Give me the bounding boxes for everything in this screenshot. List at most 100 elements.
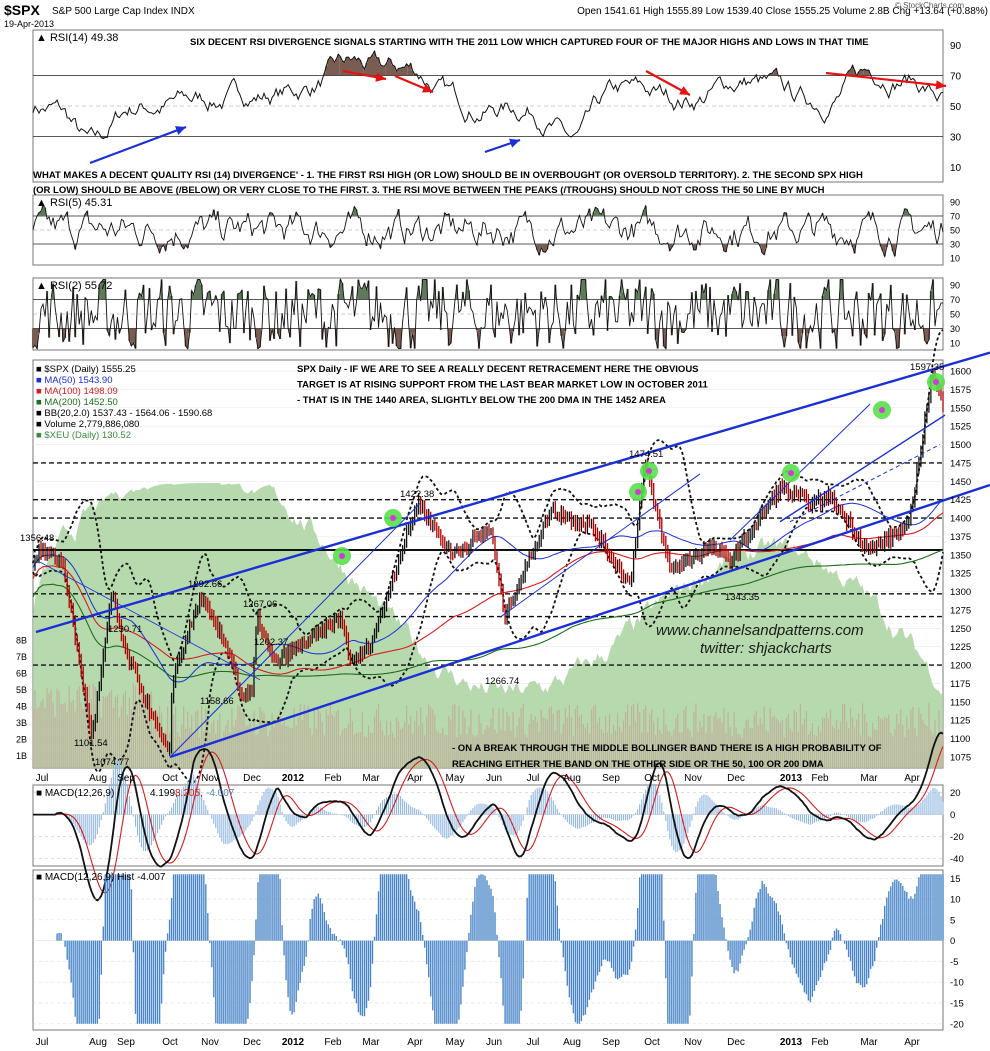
hist-tick: 10 (950, 895, 961, 906)
price-tick: 1125 (950, 716, 970, 727)
price-tick: 1350 (950, 550, 971, 561)
price-tick: 1175 (950, 679, 970, 690)
volume-tick: 2B (16, 735, 27, 745)
trend-channel-line (39, 561, 261, 681)
ma100-line (32, 512, 944, 675)
month-label-bottom: Aug (89, 1037, 107, 1048)
pivot-label: 1101.54 (74, 738, 108, 749)
macd-signal-line (33, 746, 944, 894)
month-label: Aug (563, 773, 581, 784)
macd-hist-value: -4.007 (206, 788, 235, 799)
rsi2-tick: 30 (950, 324, 960, 334)
pivot-label: 1343.35 (725, 592, 759, 603)
ma200-line (32, 549, 944, 679)
candles-up (34, 369, 934, 756)
legend-entry: ■ MA(50) 1543.90 (36, 375, 113, 386)
rsi14-label: ▲ RSI(14) 49.38 (36, 32, 118, 44)
price-tick: 1575 (950, 385, 971, 396)
pivot-label: 1074.77 (95, 757, 129, 768)
legend-entry: ■ BB(20,2.0) 1537.43 - 1564.06 - 1590.68 (36, 408, 212, 419)
pivot-label: 1202.37 (254, 637, 288, 648)
month-label: Dec (727, 773, 745, 784)
price-tick: 1075 (950, 752, 971, 763)
month-label-bottom: Jul (36, 1037, 49, 1048)
month-label: Nov (201, 773, 219, 784)
watermark-site: www.channelsandpatterns.com (656, 622, 864, 639)
price-tick: 1200 (950, 661, 971, 672)
red-divergence-arrow-head (422, 83, 433, 93)
pivot-label: 1422.38 (400, 489, 434, 500)
red-divergence-arrow (825, 71, 947, 88)
blue-divergence-arrow-head (175, 126, 186, 135)
month-label-bottom: Oct (162, 1037, 178, 1048)
red-divergence-arrow-head (679, 86, 690, 95)
rsi5-line (32, 204, 944, 258)
spx-note: TARGET IS AT RISING SUPPORT FROM THE LAS… (297, 380, 709, 391)
price-tick: 1500 (950, 440, 971, 451)
blue-divergence-arrow-head (509, 138, 520, 148)
month-label-bottom: Jul (527, 1037, 540, 1048)
hist-tick: -15 (950, 998, 964, 1009)
hist-tick: 15 (950, 874, 961, 885)
price-tick: 1400 (950, 514, 971, 525)
month-label: Oct (644, 773, 660, 784)
month-label-bottom: Dec (243, 1037, 261, 1048)
signal-highlight-dot (788, 470, 794, 476)
month-label: Sep (602, 773, 620, 784)
rsi5-tick: 10 (950, 254, 960, 264)
macd-label: ■ MACD(12,26,9) (36, 788, 114, 799)
month-label-bottom: 2012 (282, 1037, 305, 1048)
signal-highlight-dot (646, 468, 652, 474)
watermark-twitter: twitter: shjackcharts (700, 640, 832, 657)
price-tick: 1450 (950, 477, 971, 488)
price-tick: 1150 (950, 697, 970, 708)
month-label: Mar (362, 773, 380, 784)
month-label: Sep (117, 773, 135, 784)
chart-date: 19-Apr-2013 (4, 19, 54, 29)
volume-tick: 3B (16, 718, 27, 728)
hist-tick: 0 (950, 936, 955, 947)
rsi14-line (32, 49, 944, 140)
hist-panel (32, 869, 944, 1031)
month-label: Oct (162, 773, 178, 784)
volume-tick: 6B (16, 669, 27, 679)
volume-tick: 1B (16, 751, 27, 761)
price-tick: 1275 (950, 605, 971, 616)
month-label-bottom: Feb (811, 1037, 829, 1048)
symbol: $SPX (4, 2, 40, 18)
month-label-bottom: May (446, 1037, 465, 1048)
macd-panel (32, 784, 944, 867)
legend-entry: ■ MA(200) 1452.50 (36, 397, 118, 408)
month-label: Feb (811, 773, 829, 784)
pivot-label: 1267.06 (243, 599, 277, 610)
trend-channel-line (169, 483, 990, 759)
red-divergence-arrow-head (375, 72, 386, 82)
month-label: Jul (36, 773, 49, 784)
signal-highlight-dot (879, 407, 885, 413)
pivot-label: 1158.66 (200, 696, 234, 707)
month-label: Nov (684, 773, 702, 784)
price-tick: 1525 (950, 422, 971, 433)
hist-label: ■ MACD(12,26,9) Hist -4.007 (36, 872, 166, 883)
rsi14-tick: 70 (950, 72, 962, 83)
rsi14-tick: 90 (950, 41, 962, 52)
legend-entry: ■ $SPX (Daily) 1555.25 (36, 364, 136, 375)
month-label-bottom: Mar (362, 1037, 380, 1048)
trend-channel-line (789, 444, 941, 523)
rsi14-tick: 10 (950, 163, 962, 174)
macd-tick: -40 (950, 854, 964, 865)
pivot-label: 1597.35 (910, 362, 944, 373)
volume-tick: 8B (16, 636, 27, 646)
rsi2-tick: 10 (950, 338, 960, 348)
trend-channel-line (729, 403, 871, 541)
signal-highlight-dot (339, 553, 345, 559)
hist-tick: -20 (950, 1019, 964, 1030)
price-tick: 1475 (950, 458, 971, 469)
rsi5-tick: 70 (950, 212, 960, 222)
month-label-bottom: Aug (563, 1037, 581, 1048)
volume-tick: 4B (16, 702, 27, 712)
month-label-bottom: Feb (324, 1037, 342, 1048)
legend-entry: ■ $XEU (Daily) 130.52 (36, 430, 131, 441)
month-label-bottom: Nov (684, 1037, 702, 1048)
month-label: Jun (486, 773, 502, 784)
